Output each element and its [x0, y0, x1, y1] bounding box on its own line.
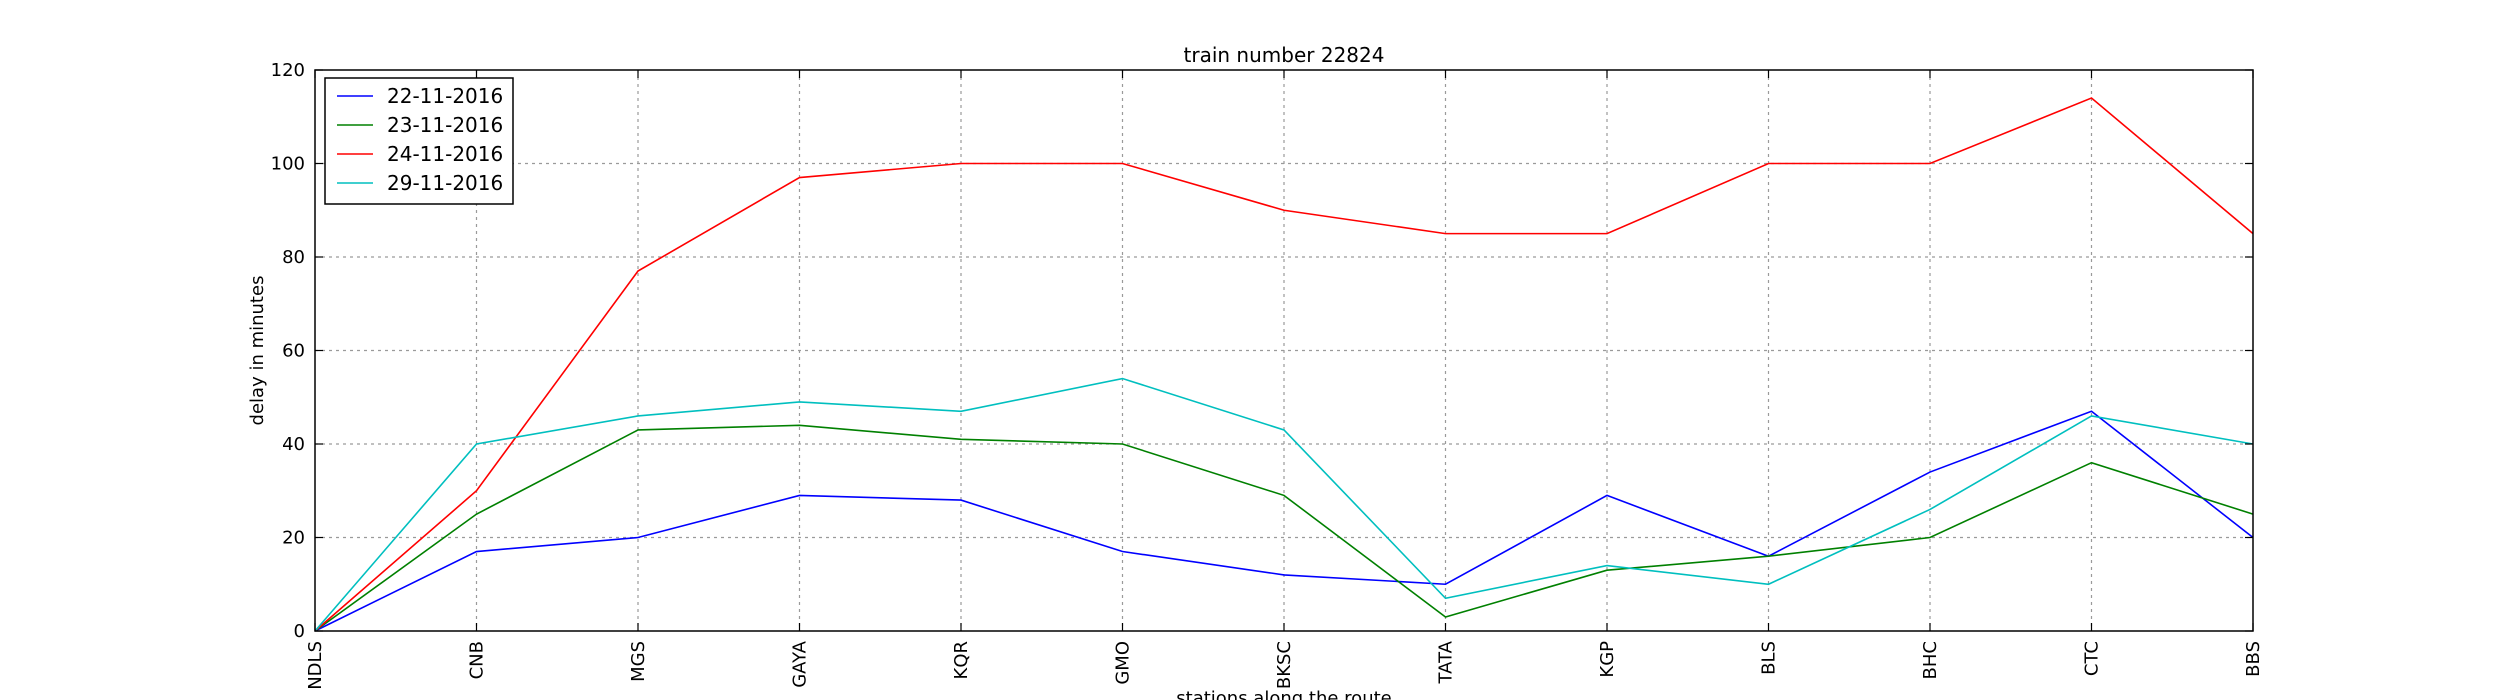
- x-tick-label: CTC: [2082, 641, 2103, 676]
- x-tick-label: MGS: [628, 641, 649, 682]
- x-tick-label: KGP: [1597, 641, 1618, 678]
- y-tick-label: 0: [294, 621, 305, 642]
- series-line: [314, 424, 2254, 632]
- x-tick-label: CNB: [467, 641, 488, 679]
- y-tick-label: 120: [271, 60, 305, 81]
- x-axis-title: stations along the route: [1176, 688, 1391, 700]
- legend-label: 24-11-2016: [387, 142, 503, 166]
- y-tick-label: 60: [282, 341, 305, 362]
- y-tick-labels: 0 20 40 60 80 100 120: [271, 60, 305, 642]
- y-axis-title: delay in minutes: [247, 276, 268, 426]
- y-tick-label: 100: [271, 154, 305, 175]
- chart-title: train number 22824: [1184, 43, 1385, 67]
- x-tick-label: TATA: [1436, 640, 1457, 684]
- series-line: [314, 410, 2254, 632]
- y-tick-label: 80: [282, 247, 305, 268]
- x-tick-label: BKSC: [1274, 641, 1295, 689]
- y-tick-label: 20: [282, 528, 305, 549]
- axis-ticks: [314, 69, 2254, 632]
- legend: 22-11-2016 23-11-2016 24-11-2016 29-11-2016: [324, 77, 514, 205]
- x-tick-label: KQR: [951, 641, 972, 679]
- x-tick-label: GMO: [1113, 641, 1134, 685]
- grid: [315, 70, 2253, 631]
- x-tick-labels: NDLS CNB MGS GAYA KQR GMO BKSC TATA KGP BLS BHC CTC…: [305, 640, 2264, 689]
- series-lines: [314, 97, 2254, 632]
- legend-label: 22-11-2016: [387, 84, 503, 108]
- legend-label: 23-11-2016: [387, 113, 503, 137]
- x-tick-label: GAYA: [790, 640, 811, 687]
- x-tick-label: BBS: [2243, 641, 2264, 677]
- y-tick-label: 40: [282, 434, 305, 455]
- series-line: [314, 97, 2254, 632]
- x-tick-label: BHC: [1920, 641, 1941, 679]
- x-tick-label: BLS: [1759, 641, 1780, 675]
- legend-label: 29-11-2016: [387, 171, 503, 195]
- x-tick-label: NDLS: [305, 641, 326, 690]
- series-line: [314, 377, 2254, 632]
